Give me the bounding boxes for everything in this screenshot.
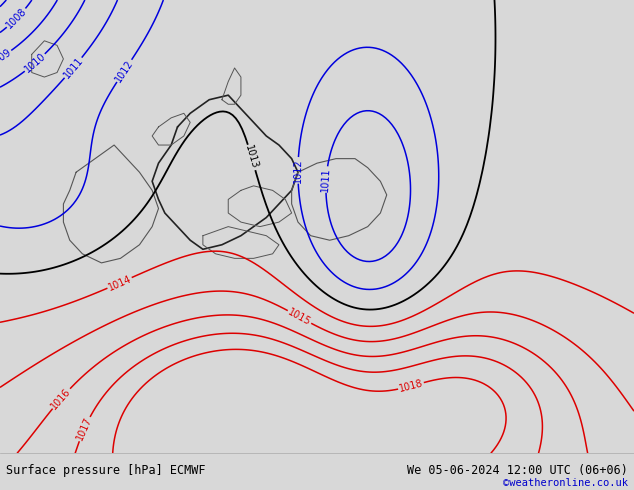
Text: 1010: 1010 bbox=[23, 51, 48, 74]
Text: 1011: 1011 bbox=[61, 55, 85, 80]
Text: 1012: 1012 bbox=[293, 158, 303, 183]
Text: 1013: 1013 bbox=[243, 144, 260, 171]
Text: 1018: 1018 bbox=[398, 378, 424, 394]
Polygon shape bbox=[0, 0, 158, 145]
Text: Surface pressure [hPa] ECMWF: Surface pressure [hPa] ECMWF bbox=[6, 464, 206, 477]
Text: 1012: 1012 bbox=[113, 58, 135, 84]
Text: 1015: 1015 bbox=[287, 307, 313, 327]
Text: We 05-06-2024 12:00 UTC (06+06): We 05-06-2024 12:00 UTC (06+06) bbox=[407, 464, 628, 477]
Text: 1008: 1008 bbox=[4, 6, 29, 30]
Text: ©weatheronline.co.uk: ©weatheronline.co.uk bbox=[503, 478, 628, 488]
Polygon shape bbox=[304, 0, 634, 181]
Text: 1014: 1014 bbox=[107, 273, 133, 293]
Polygon shape bbox=[127, 0, 330, 113]
Text: 1016: 1016 bbox=[49, 386, 73, 411]
Text: 1017: 1017 bbox=[75, 416, 94, 442]
Text: 1011: 1011 bbox=[320, 167, 332, 192]
Text: 1009: 1009 bbox=[0, 47, 13, 69]
